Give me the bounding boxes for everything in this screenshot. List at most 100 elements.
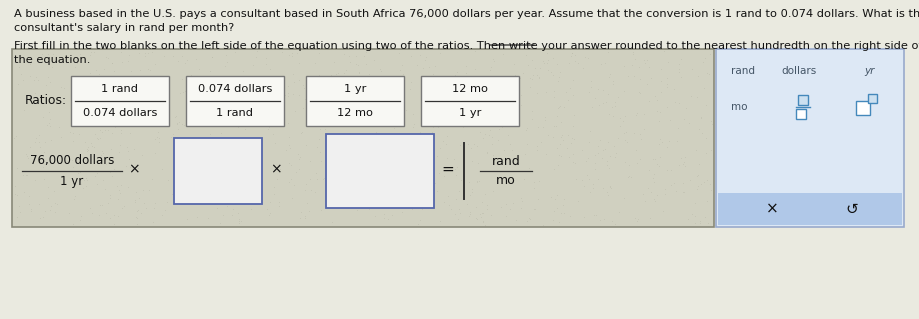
Point <box>628 147 642 152</box>
Point <box>444 74 459 79</box>
Point <box>425 71 439 77</box>
Point <box>645 176 660 181</box>
Point <box>52 99 67 104</box>
Point <box>292 154 307 160</box>
Point <box>465 85 480 90</box>
Point <box>645 157 660 162</box>
Point <box>343 119 357 124</box>
Point <box>455 107 470 112</box>
Point <box>536 58 550 63</box>
Point <box>373 68 388 73</box>
Point <box>418 174 433 180</box>
Point <box>458 70 472 75</box>
Point <box>292 216 307 221</box>
Point <box>595 186 609 191</box>
Point <box>416 145 431 150</box>
Point <box>104 61 119 66</box>
Point <box>92 212 107 218</box>
Point <box>81 148 96 153</box>
Point <box>16 173 30 178</box>
Point <box>280 120 295 125</box>
Point <box>213 130 228 136</box>
Point <box>414 207 428 212</box>
FancyBboxPatch shape <box>186 76 284 126</box>
Point <box>130 207 145 212</box>
Point <box>473 199 488 204</box>
Point <box>68 194 83 199</box>
Point <box>148 200 163 205</box>
Point <box>448 172 463 177</box>
Point <box>321 169 335 174</box>
Point <box>575 215 590 220</box>
Point <box>210 206 224 211</box>
Point <box>604 218 618 223</box>
Point <box>291 61 306 66</box>
Point <box>243 103 257 108</box>
Point <box>329 165 344 170</box>
Point <box>343 59 357 64</box>
Point <box>610 135 625 140</box>
Point <box>519 141 534 146</box>
Point <box>115 205 130 211</box>
Point <box>567 58 582 63</box>
Point <box>267 100 282 105</box>
Point <box>602 71 617 76</box>
Point <box>89 97 104 102</box>
Point <box>178 162 193 167</box>
Point <box>215 213 230 218</box>
Point <box>591 102 606 108</box>
Point <box>51 124 66 130</box>
Point <box>508 108 523 114</box>
Point <box>223 153 238 159</box>
Point <box>392 181 407 186</box>
Point <box>678 105 693 110</box>
Point <box>496 85 511 91</box>
Point <box>424 103 438 108</box>
Point <box>323 92 337 97</box>
Point <box>591 151 606 156</box>
Point <box>55 173 70 178</box>
Point <box>517 151 532 156</box>
Point <box>203 132 218 137</box>
Point <box>333 191 347 196</box>
Point <box>53 84 68 89</box>
Point <box>552 135 567 140</box>
Point <box>447 211 461 216</box>
Point <box>681 121 696 126</box>
Point <box>449 122 464 127</box>
Point <box>485 188 500 193</box>
Point <box>580 155 595 160</box>
Point <box>426 188 441 193</box>
Point <box>690 172 705 177</box>
Point <box>391 51 406 56</box>
Point <box>418 179 433 184</box>
Point <box>93 136 108 141</box>
Point <box>639 57 653 62</box>
Text: First fill in the two blanks on the left side of the equation using two of the r: First fill in the two blanks on the left… <box>14 41 919 51</box>
Point <box>130 221 144 226</box>
Point <box>696 86 710 91</box>
Point <box>28 178 42 183</box>
Point <box>690 161 705 166</box>
Point <box>249 49 264 54</box>
Point <box>596 88 610 93</box>
Point <box>486 58 501 63</box>
Point <box>285 196 300 201</box>
Point <box>183 150 198 155</box>
Point <box>361 71 376 77</box>
Point <box>538 114 552 119</box>
Point <box>673 56 687 62</box>
Point <box>269 117 284 122</box>
Point <box>421 204 436 209</box>
Point <box>670 126 685 131</box>
Point <box>159 96 174 101</box>
Point <box>47 189 62 194</box>
Point <box>312 83 327 88</box>
Point <box>607 155 621 160</box>
Point <box>126 88 141 93</box>
Point <box>120 148 135 153</box>
Point <box>677 164 692 169</box>
Point <box>129 214 143 219</box>
Point <box>80 177 95 182</box>
Point <box>219 204 233 209</box>
